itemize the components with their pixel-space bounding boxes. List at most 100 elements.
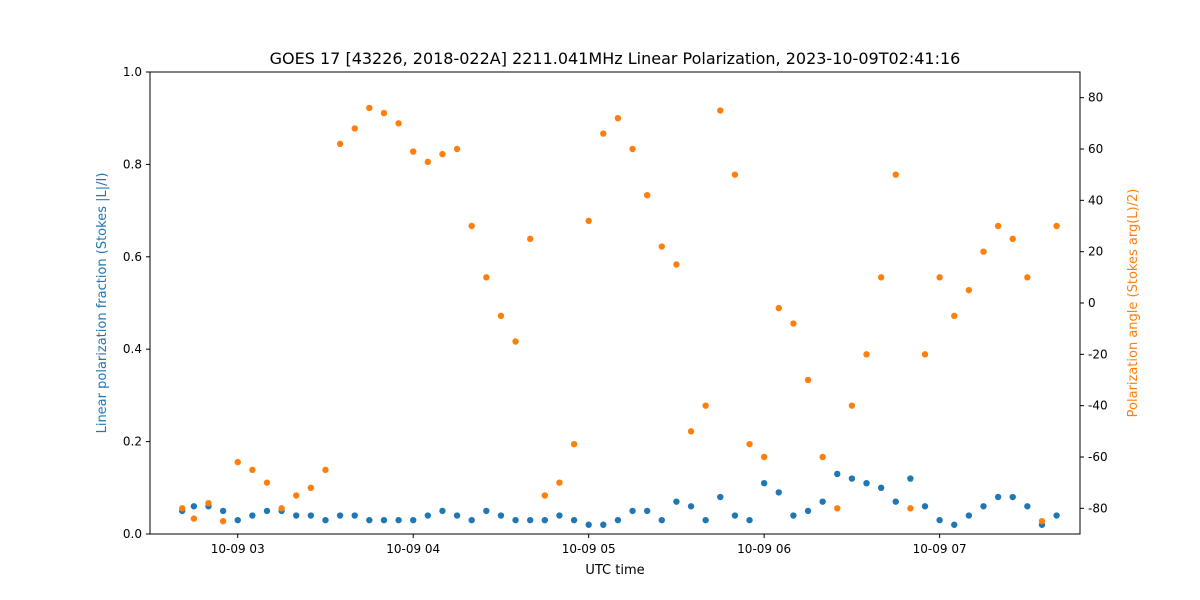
y-tick-label-right: -20 — [1088, 347, 1108, 361]
fraction-point — [556, 512, 563, 519]
angle-point — [278, 505, 285, 512]
y-tick-label-right: 60 — [1088, 142, 1103, 156]
angle-point — [746, 440, 753, 448]
fraction-point — [892, 498, 899, 505]
angle-point — [307, 484, 315, 491]
angle-point — [848, 402, 856, 409]
y-tick-label-left: 0.6 — [123, 250, 142, 264]
x-tick-label: 10-09 05 — [562, 542, 616, 556]
fraction-point — [760, 479, 768, 487]
fraction-point — [658, 516, 665, 524]
angle-point — [731, 171, 739, 178]
angle-point — [936, 274, 943, 281]
fraction-point — [673, 498, 680, 505]
angle-point — [468, 222, 475, 230]
angle-point — [775, 304, 782, 312]
y-axis-right: -80 -60 -40 -20 0 20 40 60 80 — [1080, 91, 1108, 515]
angle-point — [658, 243, 665, 250]
y-tick-label-left: 0.4 — [123, 342, 142, 356]
angle-point — [234, 458, 241, 466]
fraction-point — [1053, 512, 1060, 519]
angle-point — [673, 261, 680, 268]
angle-point — [424, 158, 432, 166]
angle-point — [541, 492, 549, 499]
angle-point — [921, 351, 929, 358]
fraction-point — [439, 507, 446, 515]
angle-point — [410, 148, 417, 155]
fraction-point — [907, 475, 914, 482]
angle-point — [366, 104, 373, 112]
y-tick-label-right: 80 — [1088, 91, 1103, 105]
angle-point — [585, 217, 592, 225]
angle-point — [643, 192, 651, 199]
y-tick-label-right: 40 — [1088, 193, 1103, 207]
fraction-point — [263, 507, 271, 515]
angle-point — [512, 338, 519, 345]
fraction-point — [819, 498, 826, 505]
y-tick-label-left: 1.0 — [123, 65, 142, 79]
fraction-point — [570, 516, 578, 524]
x-axis: 10-09 03 10-09 04 10-09 05 10-09 06 10-09 07 — [211, 534, 967, 556]
fraction-point — [746, 516, 753, 524]
fraction-point — [921, 503, 929, 510]
angle-point — [863, 351, 870, 358]
fraction-point — [526, 516, 534, 524]
y-axis-label-left: Linear polarization fraction (Stokes |L|… — [95, 173, 110, 434]
angle-point — [526, 235, 534, 243]
angle-point — [556, 479, 563, 486]
angle-point — [453, 145, 461, 153]
angle-point — [614, 115, 622, 122]
fraction-point — [1024, 503, 1031, 510]
fraction-point — [512, 516, 519, 524]
fraction-point — [322, 516, 329, 524]
fraction-point — [643, 507, 651, 515]
fraction-point — [629, 507, 636, 515]
angle-point — [190, 515, 198, 522]
angle-point — [600, 130, 607, 137]
fraction-point — [585, 521, 592, 528]
fraction-point — [497, 512, 505, 519]
angle-point — [819, 453, 826, 461]
fraction-point — [453, 512, 461, 519]
x-tick-label: 10-09 03 — [211, 542, 265, 556]
chart-title: GOES 17 [43226, 2018-022A] 2211.041MHz L… — [270, 49, 961, 68]
fraction-point — [790, 512, 797, 519]
angle-point — [892, 171, 899, 178]
fraction-point — [483, 507, 490, 515]
y-tick-label-left: 0.8 — [123, 157, 142, 171]
plot-area — [178, 104, 1060, 528]
fraction-point — [702, 516, 709, 524]
angle-point — [380, 109, 388, 117]
fraction-point — [395, 516, 402, 524]
angle-point — [717, 107, 724, 114]
angle-point — [219, 517, 227, 525]
y-axis-left: 0.0 0.2 0.4 0.6 0.8 1.0 — [123, 65, 150, 541]
angle-point — [263, 479, 271, 486]
angle-point — [994, 222, 1002, 230]
angle-point — [336, 140, 344, 148]
x-tick-label: 10-09 04 — [386, 542, 440, 556]
angle-point — [439, 150, 446, 158]
angle-point — [951, 312, 958, 320]
angle-point — [1038, 517, 1046, 525]
angle-point — [1009, 235, 1016, 243]
fraction-point — [234, 516, 241, 524]
angle-point — [687, 428, 695, 435]
fraction-point — [936, 516, 943, 524]
fraction-point — [307, 512, 315, 519]
fraction-point — [834, 470, 841, 478]
angle-point — [834, 505, 841, 512]
angle-point — [702, 402, 709, 409]
y-tick-label-right: 0 — [1088, 296, 1096, 310]
fraction-point — [877, 484, 885, 491]
angle-point — [249, 466, 256, 474]
angle-point — [804, 376, 812, 384]
angle-point — [877, 274, 885, 281]
angle-point — [293, 492, 300, 499]
y-tick-label-left: 0.2 — [123, 435, 142, 449]
x-tick-label: 10-09 07 — [913, 542, 967, 556]
angle-point — [790, 320, 797, 327]
angle-point — [395, 120, 402, 127]
fraction-point — [804, 507, 812, 515]
